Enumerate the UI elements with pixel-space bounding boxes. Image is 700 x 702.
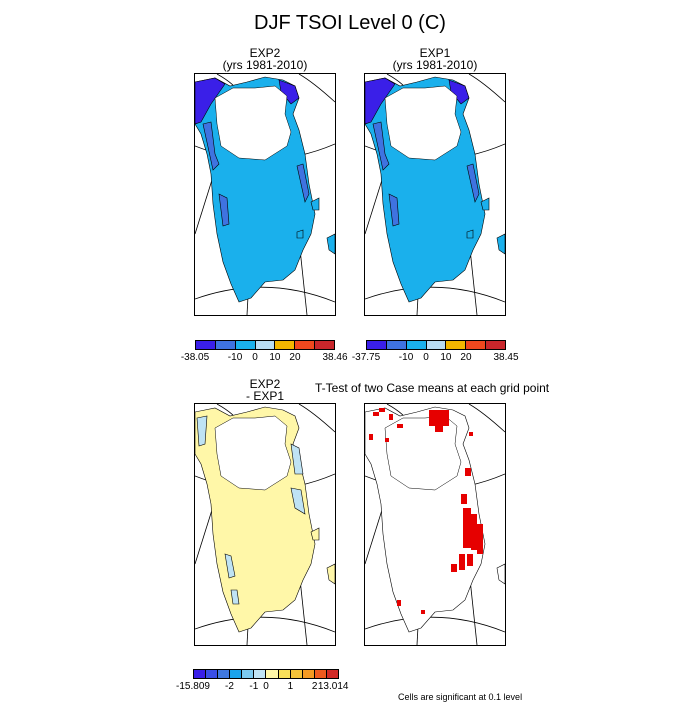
significance-footnote: Cells are significant at 0.1 level [398,692,523,702]
colorbar-tick-label: 10 [440,352,452,363]
colorbar-tick-label: 10 [269,352,281,363]
colorbar-tick-label: -10 [398,352,414,363]
colorbar-swatch [486,341,506,349]
ttest-island [496,563,505,585]
colorbar-swatch [326,670,338,678]
exp2-panel-title: EXP2 (yrs 1981-2010) [194,47,336,71]
figure-title: DJF TSOI Level 0 (C) [254,12,446,34]
ttest-map-panel [364,403,506,646]
ttest-panel-title: T-Test of two Case means at each grid po… [315,381,550,395]
ttest-coastline [365,406,486,633]
diff-title-line1: EXP2 [249,377,281,391]
colorbar-tick-label: 38.46 [322,352,348,363]
colorbar-tick-label: 0 [252,352,258,363]
colorbar-swatch [367,341,387,349]
colorbar-tick-label: 38.45 [493,352,519,363]
colorbar-swatch [230,670,243,678]
exp1-title-line2: (yrs 1981-2010) [392,58,478,72]
colorbar-tick-label: -38.05 [180,352,210,363]
exp2-map [195,74,335,315]
colorbar-tick-label: 0 [423,352,429,363]
colorbar-swatch [314,670,327,678]
colorbar-swatch [295,341,316,349]
colorbar-swatch [242,670,255,678]
colorbar-swatch [315,341,335,349]
exp1-colorbar-labels: -37.75 -10 0 10 20 38.45 [352,352,519,364]
colorbar-swatch [218,670,231,678]
diff-colorbar-labels: -15.809 -2 -1 0 1 2 13.014 [176,681,348,693]
colorbar-swatch [446,341,467,349]
colorbar-tick-label: 13.014 [317,681,349,692]
colorbar-swatch [254,670,267,678]
exp1-title-line1: EXP1 [419,46,451,60]
colorbar-swatch [275,341,296,349]
colorbar-tick-label: 1 [287,681,294,692]
colorbar-swatch [406,341,427,349]
colorbar-swatch [206,670,219,678]
exp2-map-panel [194,73,336,316]
diff-map-panel [194,403,336,646]
colorbar-swatch [235,341,256,349]
diff-colorbar [193,669,339,679]
diff-map [195,404,335,645]
colorbar-tick-label: -37.75 [351,352,381,363]
colorbar-tick-label: 20 [289,352,301,363]
exp1-map [365,74,505,315]
colorbar-swatch [426,341,447,349]
exp1-colorbar [366,340,506,350]
colorbar-swatch [255,341,276,349]
diff-ice-sheet [214,415,292,491]
colorbar-tick-label: 20 [460,352,472,363]
colorbar-tick-label: -1 [249,681,259,692]
ttest-map [365,404,505,645]
colorbar-swatch [196,341,216,349]
exp2-title-line1: EXP2 [249,46,281,60]
exp2-colorbar-labels: -38.05 -10 0 10 20 38.46 [181,352,348,364]
significant-cells [369,408,483,614]
exp2-colorbar [195,340,335,350]
ttest-ice-edge [384,415,462,491]
exp2-ice-sheet [214,85,292,161]
colorbar-swatch [266,670,279,678]
colorbar-swatch [215,341,236,349]
colorbar-swatch [386,341,407,349]
diff-panel-title: EXP2 - EXP1 [194,378,336,402]
exp1-panel-title: EXP1 (yrs 1981-2010) [364,47,506,71]
colorbar-tick-label: -10 [227,352,243,363]
exp2-title-line2: (yrs 1981-2010) [222,58,308,72]
colorbar-tick-label: -2 [225,681,234,692]
colorbar-swatch [194,670,207,678]
colorbar-swatch [290,670,303,678]
colorbar-tick-label: -15.809 [176,681,210,692]
colorbar-tick-label: 2 [311,681,318,692]
exp1-map-panel [364,73,506,316]
colorbar-swatch [466,341,487,349]
colorbar-tick-label: 0 [263,681,269,692]
colorbar-swatch [278,670,291,678]
colorbar-swatch [302,670,315,678]
exp1-ice-sheet [384,85,462,161]
diff-title-line2: - EXP1 [245,389,284,403]
